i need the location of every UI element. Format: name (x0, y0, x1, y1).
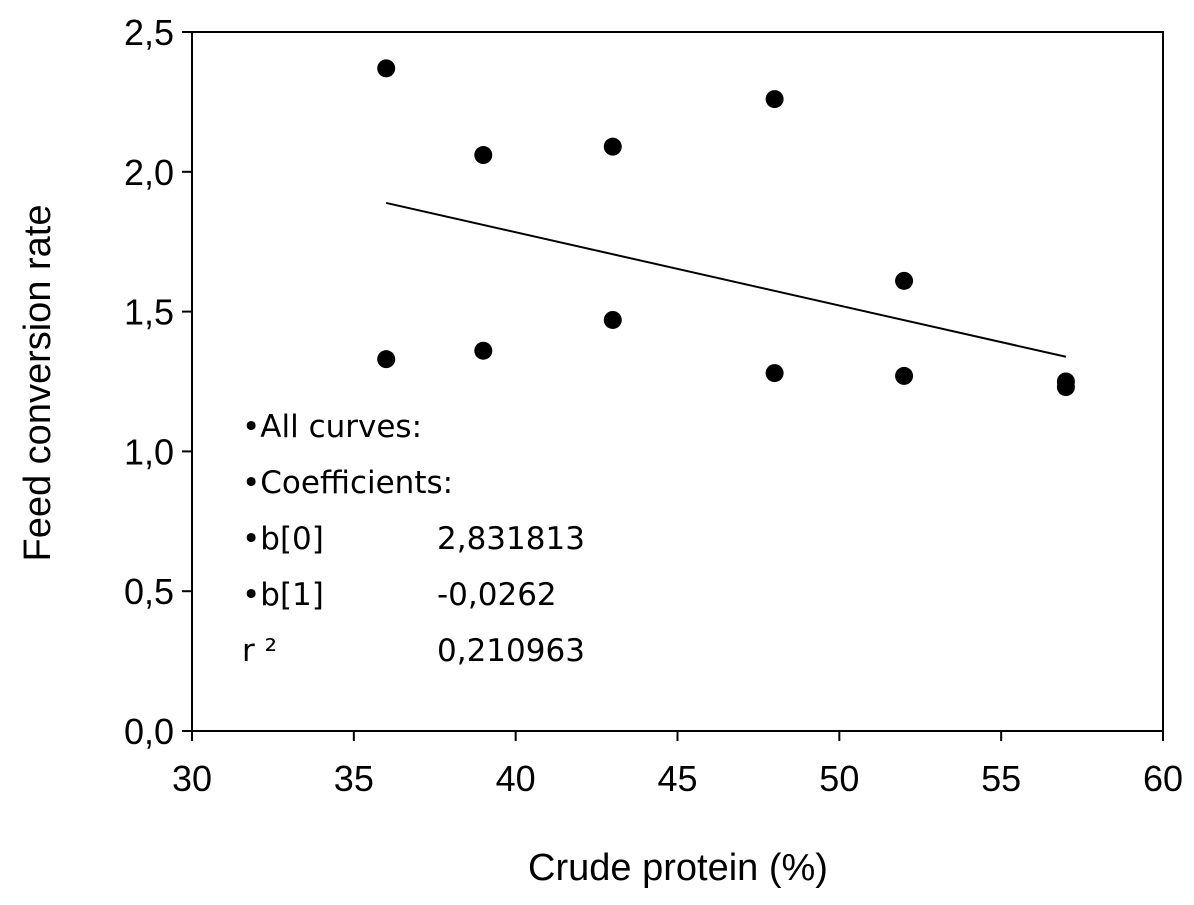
y-axis-ticks: 0,0 0,5 1,0 1,5 2,0 2,5 (124, 12, 192, 752)
x-tick-label: 50 (819, 758, 859, 799)
x-tick-label: 55 (981, 758, 1021, 799)
annotation-value: 0,210963 (437, 633, 585, 669)
regression-annotations: •All curves: •Coefficients: •b[0] 2,831813 •… (242, 409, 585, 669)
x-tick-label: 35 (334, 758, 374, 799)
data-point (895, 366, 914, 385)
data-points (377, 59, 1075, 397)
x-axis-ticks: 30 35 40 45 50 55 60 (172, 731, 1183, 799)
data-point (603, 310, 622, 329)
data-point (765, 90, 784, 109)
data-point (1056, 378, 1075, 397)
y-tick-label: 0,5 (124, 571, 174, 612)
annotation-value: 2,831813 (437, 521, 585, 557)
x-tick-label: 60 (1143, 758, 1183, 799)
y-tick-label: 1,0 (124, 431, 174, 472)
data-point (377, 350, 396, 369)
data-point (474, 341, 493, 360)
data-point (895, 271, 914, 290)
x-tick-label: 30 (172, 758, 212, 799)
annotation-label: •b[1] (242, 577, 324, 613)
annotation-label: •b[0] (242, 521, 324, 557)
data-point (603, 137, 622, 156)
data-point (474, 146, 493, 165)
annotation-label: •All curves: (242, 409, 422, 445)
data-point (765, 364, 784, 383)
annotation-label: r ² (242, 633, 277, 669)
annotation-label: •Coefficients: (242, 465, 453, 501)
x-tick-label: 40 (496, 758, 536, 799)
x-axis-title: Crude protein (%) (528, 847, 828, 889)
y-axis-title: Feed conversion rate (17, 205, 59, 562)
plot-frame (191, 31, 1164, 732)
y-tick-label: 2,5 (124, 12, 174, 53)
y-tick-label: 2,0 (124, 152, 174, 193)
y-tick-label: 1,5 (124, 292, 174, 333)
plot-border (191, 31, 1164, 732)
x-tick-label: 45 (657, 758, 697, 799)
regression-line (385, 201, 1067, 358)
annotation-value: -0,0262 (437, 577, 557, 613)
data-point (377, 59, 396, 78)
y-tick-label: 0,0 (124, 711, 174, 752)
